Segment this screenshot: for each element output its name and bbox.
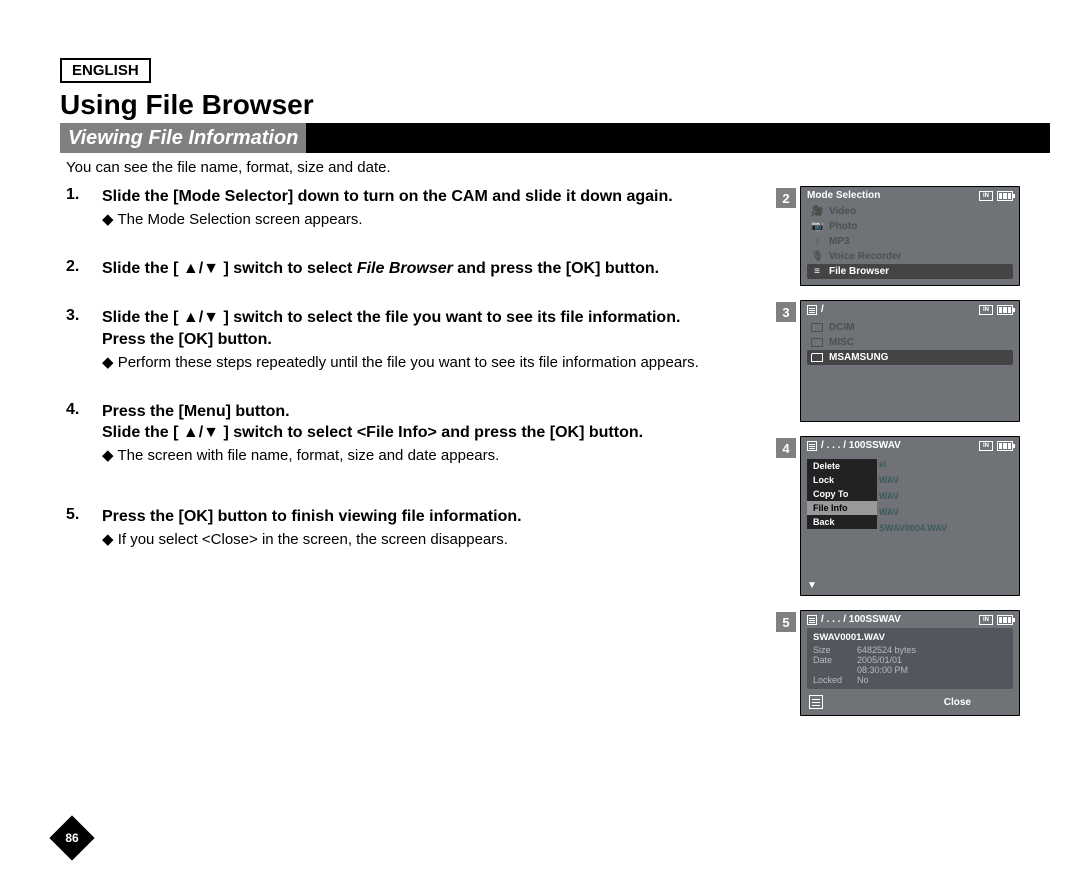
folder-icon <box>811 323 823 332</box>
ghost-file: WAV <box>879 475 1011 485</box>
step-1: Slide the [Mode Selector] down to turn o… <box>66 186 790 230</box>
folder-misc[interactable]: MISC <box>807 335 1013 350</box>
mode-item-mp3[interactable]: ♪MP3 <box>807 234 1013 249</box>
memory-icon: IN <box>979 305 993 315</box>
menu-delete[interactable]: Delete <box>807 459 877 473</box>
step-4-heading-b: Slide the [ ▲/▼ ] switch to select <File… <box>102 422 790 444</box>
folder-icon <box>811 353 823 362</box>
menu-copy-to[interactable]: Copy To <box>807 487 877 501</box>
folder-dcim[interactable]: DCIM <box>807 320 1013 335</box>
list-icon <box>807 305 817 315</box>
step-2: Slide the [ ▲/▼ ] switch to select File … <box>66 258 790 280</box>
context-menu: DeleteLockCopy ToFile InfoBack <box>807 459 877 529</box>
screenshot-2: 2 Mode Selection IN 🎥Video📷Photo♪MP3🎙Voi… <box>800 186 1050 286</box>
scroll-down-icon: ▼ <box>807 580 817 591</box>
page-number-badge: 86 <box>56 822 88 854</box>
intro-text: You can see the file name, format, size … <box>66 159 1050 176</box>
mode-item-photo[interactable]: 📷Photo <box>807 219 1013 234</box>
s2-title: Mode Selection <box>807 190 880 201</box>
memory-icon: IN <box>979 615 993 625</box>
step-5-heading: Press the [OK] button to finish viewing … <box>102 506 790 528</box>
close-button[interactable]: Close <box>944 697 971 708</box>
screenshot-5-num: 5 <box>776 612 796 632</box>
mode-item-video[interactable]: 🎥Video <box>807 204 1013 219</box>
section-title: Viewing File Information <box>60 123 306 153</box>
info-row: Size6482524 bytes <box>813 645 1007 655</box>
step-3: Slide the [ ▲/▼ ] switch to select the f… <box>66 307 790 372</box>
mode-icon: ♪ <box>811 236 823 247</box>
info-row: LockedNo <box>813 675 1007 685</box>
mode-item-file-browser[interactable]: ≡File Browser <box>807 264 1013 279</box>
memory-icon: IN <box>979 441 993 451</box>
step-1-sub: The Mode Selection screen appears. <box>102 210 790 230</box>
battery-icon <box>997 191 1013 201</box>
screenshot-2-num: 2 <box>776 188 796 208</box>
memory-icon: IN <box>979 191 993 201</box>
s5-path: / . . . / 100SSWAV <box>821 614 901 625</box>
s4-path: / . . . / 100SSWAV <box>821 440 901 451</box>
step-4-heading-a: Press the [Menu] button. <box>102 401 790 423</box>
step-2-heading: Slide the [ ▲/▼ ] switch to select File … <box>102 258 790 280</box>
battery-icon <box>997 615 1013 625</box>
folder-icon <box>811 338 823 347</box>
file-name: SWAV0001.WAV <box>813 632 1007 643</box>
step-3-heading-b: Press the [OK] button. <box>102 329 790 351</box>
info-row: 08:30:00 PM <box>813 665 1007 675</box>
language-badge: ENGLISH <box>60 58 151 83</box>
step-3-heading-a: Slide the [ ▲/▼ ] switch to select the f… <box>102 307 790 329</box>
step-5-sub: If you select <Close> in the screen, the… <box>102 530 790 550</box>
file-info-panel: SWAV0001.WAV Size6482524 bytesDate2005/0… <box>807 628 1013 689</box>
menu-file-info[interactable]: File Info <box>807 501 877 515</box>
info-row: Date2005/01/01 <box>813 655 1007 665</box>
screenshot-4-num: 4 <box>776 438 796 458</box>
list-icon <box>809 695 823 709</box>
mode-item-voice-recorder[interactable]: 🎙Voice Recorder <box>807 249 1013 264</box>
ghost-file: WAV <box>879 507 1011 517</box>
screenshot-5: 5 / . . . / 100SSWAV IN SWAV0001.WAV Siz… <box>800 610 1050 716</box>
battery-icon <box>997 305 1013 315</box>
s3-path: / <box>821 304 824 315</box>
ghost-file: SWAV0004.WAV <box>879 523 1011 533</box>
screenshots-column: 2 Mode Selection IN 🎥Video📷Photo♪MP3🎙Voi… <box>800 186 1050 730</box>
instructions-column: Slide the [Mode Selector] down to turn o… <box>60 186 790 578</box>
mode-icon: 🎙 <box>811 251 823 262</box>
list-icon <box>807 441 817 451</box>
screenshot-3-num: 3 <box>776 302 796 322</box>
ghost-file: WAV <box>879 491 1011 501</box>
step-3-sub: Perform these steps repeatedly until the… <box>102 353 790 373</box>
mode-icon: 🎥 <box>811 206 823 217</box>
section-bar: Viewing File Information <box>60 123 1050 153</box>
menu-back[interactable]: Back <box>807 515 877 529</box>
step-5: Press the [OK] button to finish viewing … <box>66 506 790 550</box>
mode-icon: ≡ <box>811 266 823 277</box>
menu-lock[interactable]: Lock <box>807 473 877 487</box>
page-title: Using File Browser <box>60 89 1050 121</box>
ghost-file: el <box>879 459 1011 469</box>
step-4: Press the [Menu] button. Slide the [ ▲/▼… <box>66 401 790 466</box>
folder-msamsung[interactable]: MSAMSUNG <box>807 350 1013 365</box>
step-1-heading: Slide the [Mode Selector] down to turn o… <box>102 186 790 208</box>
list-icon <box>807 615 817 625</box>
step-4-sub: The screen with file name, format, size … <box>102 446 790 466</box>
screenshot-3: 3 / IN DCIMMISCMSAMSUNG <box>800 300 1050 422</box>
mode-icon: 📷 <box>811 221 823 232</box>
battery-icon <box>997 441 1013 451</box>
screenshot-4: 4 / . . . / 100SSWAV IN DeleteLockCopy T… <box>800 436 1050 596</box>
